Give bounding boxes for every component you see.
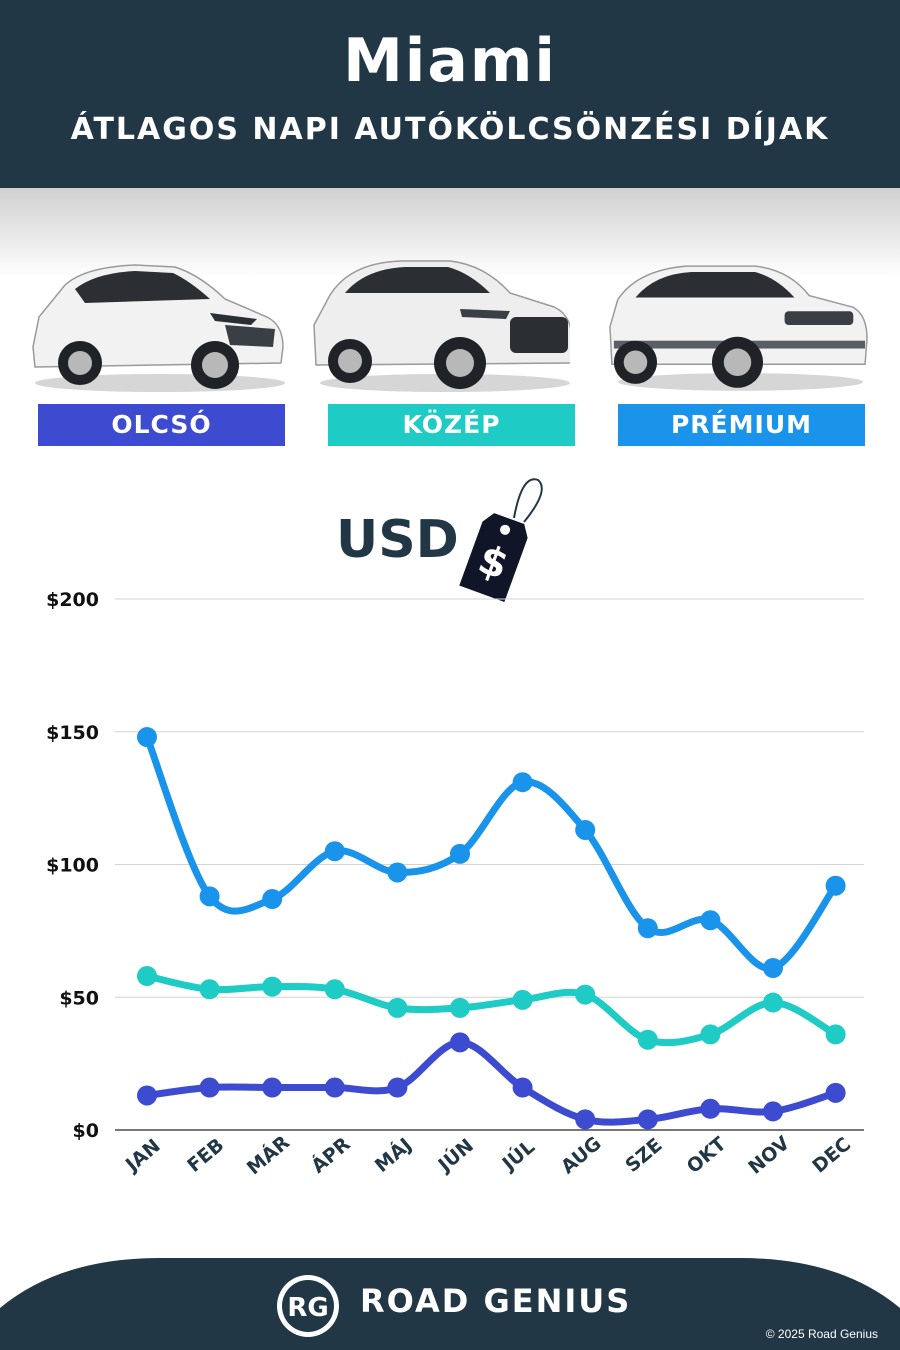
page-subtitle: ÁTLAGOS NAPI AUTÓKÖLCSÖNZÉSI DÍJAK <box>70 112 830 147</box>
x-tick-label: JÚN <box>432 1133 478 1177</box>
y-tick-label: $0 <box>73 1120 99 1142</box>
x-tick-label: JÚL <box>496 1134 539 1176</box>
price-tag-icon: $ <box>459 478 543 602</box>
road-genius-logo-icon: RG <box>277 1275 339 1337</box>
data-point <box>825 875 846 896</box>
logo-text: RG <box>287 1293 328 1323</box>
data-point <box>262 889 283 910</box>
x-tick-label: ÁPR <box>307 1132 355 1178</box>
series-line <box>143 972 840 1047</box>
x-tick-label: JAN <box>120 1135 165 1177</box>
data-point <box>324 841 345 862</box>
x-tick-label: NOV <box>744 1132 794 1179</box>
data-point <box>700 910 721 931</box>
price-chart: $0 $50 $100 $150 $200 JAN FEB MÁR ÁPR MÁJ JÚN JÚL AU… <box>46 589 864 1179</box>
x-tick-label: MÁR <box>242 1130 294 1179</box>
x-tick-label: OKT <box>683 1133 731 1178</box>
data-point <box>137 727 157 748</box>
data-point <box>137 1085 157 1106</box>
currency-label: USD <box>336 510 459 570</box>
y-tick-label: $100 <box>46 855 99 877</box>
category-badge-midsize: KÖZÉP <box>328 404 575 446</box>
y-tick-label: $50 <box>59 987 99 1009</box>
data-point <box>700 1024 721 1045</box>
data-point <box>324 1077 345 1098</box>
x-tick-label: DEC <box>808 1133 855 1177</box>
data-point <box>199 979 220 1000</box>
data-point <box>387 862 408 883</box>
series-line <box>143 733 840 972</box>
data-point <box>450 1032 470 1053</box>
data-point <box>450 997 470 1018</box>
data-point <box>324 979 345 1000</box>
data-point <box>512 1077 533 1098</box>
footer-background <box>0 1258 900 1350</box>
x-tick-label: SZE <box>621 1134 666 1177</box>
data-point <box>262 1077 283 1098</box>
category-badge-economy: OLCSÓ <box>38 404 285 446</box>
data-point <box>825 1082 846 1103</box>
page-title: Miami <box>343 26 557 96</box>
data-point <box>575 1109 596 1130</box>
data-point <box>700 1098 721 1119</box>
midsize-car-image <box>313 260 570 392</box>
x-tick-label: FEB <box>183 1134 228 1177</box>
header: Miami ÁTLAGOS NAPI AUTÓKÖLCSÖNZÉSI DÍJAK <box>0 0 900 188</box>
economy-car-image <box>32 264 285 392</box>
data-point <box>763 958 783 979</box>
data-point <box>512 989 533 1010</box>
data-point <box>387 1077 408 1098</box>
brand-name: ROAD GENIUS <box>360 1282 632 1320</box>
data-point <box>637 918 658 939</box>
data-point <box>450 843 470 864</box>
data-point <box>825 1024 846 1045</box>
data-point <box>763 992 783 1013</box>
data-point <box>637 1029 658 1050</box>
x-tick-label: AUG <box>557 1132 606 1178</box>
data-point <box>262 976 283 997</box>
data-point <box>575 819 596 840</box>
data-point <box>137 966 157 987</box>
data-point <box>763 1101 783 1122</box>
category-badge-premium: PRÉMIUM <box>618 404 865 446</box>
data-point <box>199 1077 220 1098</box>
x-tick-label: MÁJ <box>370 1133 416 1177</box>
data-point <box>199 886 220 907</box>
data-point <box>512 772 533 793</box>
data-point <box>637 1109 658 1130</box>
data-point <box>575 984 596 1005</box>
footer: RG ROAD GENIUS © 2025 Road Genius <box>0 1258 900 1350</box>
premium-car-image <box>609 265 868 391</box>
data-point <box>387 997 408 1018</box>
series-line <box>143 1038 840 1126</box>
y-tick-label: $200 <box>46 589 99 611</box>
copyright: © 2025 Road Genius <box>765 1327 878 1341</box>
y-tick-label: $150 <box>46 722 99 744</box>
